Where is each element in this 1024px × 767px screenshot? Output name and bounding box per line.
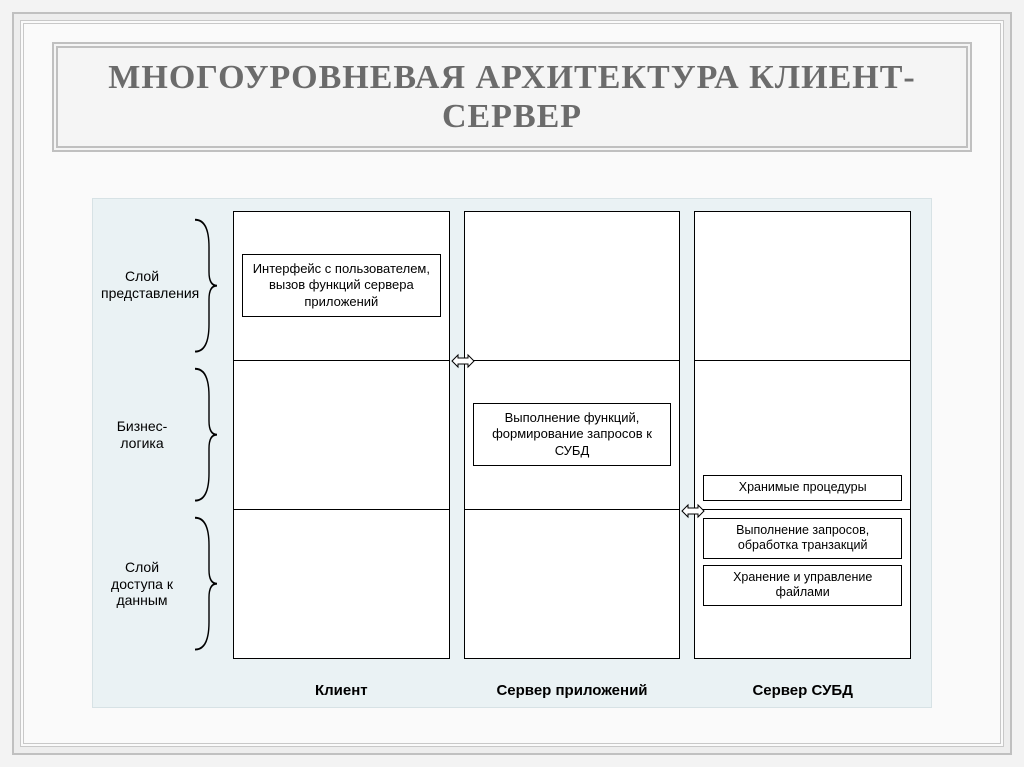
column-dbserver: Хранимые процедуры Выполнение запросов, … (694, 211, 911, 659)
cell: Выполнение запросов, обработка транзакци… (695, 509, 910, 658)
row-labels: Слой представления Бизнес-логика (101, 211, 221, 659)
caption-dbserver: Сервер СУБД (694, 682, 911, 699)
connector-arrow-icon (451, 351, 475, 371)
row-label-data: Слой доступа к данным (101, 509, 221, 658)
cell: Выполнение функций, формирование запросо… (465, 360, 680, 509)
cell (234, 509, 449, 658)
cell (695, 212, 910, 360)
caption-appserver: Сервер приложений (464, 682, 681, 699)
box-client-ui: Интерфейс с пользователем, вызов функций… (242, 254, 441, 317)
cell (234, 360, 449, 509)
box-file-mgmt: Хранение и управление файлами (703, 565, 902, 606)
cell (465, 509, 680, 658)
brace-icon (191, 217, 219, 354)
cell (465, 212, 680, 360)
box-appserver-logic: Выполнение функций, формирование запросо… (473, 403, 672, 466)
cell: Хранимые процедуры (695, 360, 910, 509)
connector-arrow-icon (681, 501, 705, 521)
caption-client: Клиент (233, 682, 450, 699)
row-label-text: Слой представления (101, 268, 183, 302)
brace-icon (191, 366, 219, 503)
architecture-diagram: Слой представления Бизнес-логика (92, 198, 932, 708)
row-label-text: Бизнес-логика (101, 418, 183, 452)
column-captions: Клиент Сервер приложений Сервер СУБД (233, 682, 911, 699)
box-query-exec: Выполнение запросов, обработка транзакци… (703, 518, 902, 559)
column-client: Интерфейс с пользователем, вызов функций… (233, 211, 450, 659)
brace-icon (191, 515, 219, 652)
column-appserver: Выполнение функций, формирование запросо… (464, 211, 681, 659)
box-stored-procs: Хранимые процедуры (703, 475, 902, 501)
slide-title-box: МНОГОУРОВНЕВАЯ АРХИТЕКТУРА КЛИЕНТ-СЕРВЕР (52, 42, 972, 152)
columns: Интерфейс с пользователем, вызов функций… (233, 211, 911, 659)
row-label-logic: Бизнес-логика (101, 360, 221, 509)
row-label-presentation: Слой представления (101, 211, 221, 360)
diagram-wrap: Слой представления Бизнес-логика (24, 162, 1000, 743)
cell: Интерфейс с пользователем, вызов функций… (234, 212, 449, 360)
row-label-text: Слой доступа к данным (101, 559, 183, 609)
slide-title: МНОГОУРОВНЕВАЯ АРХИТЕКТУРА КЛИЕНТ-СЕРВЕР (66, 58, 958, 136)
